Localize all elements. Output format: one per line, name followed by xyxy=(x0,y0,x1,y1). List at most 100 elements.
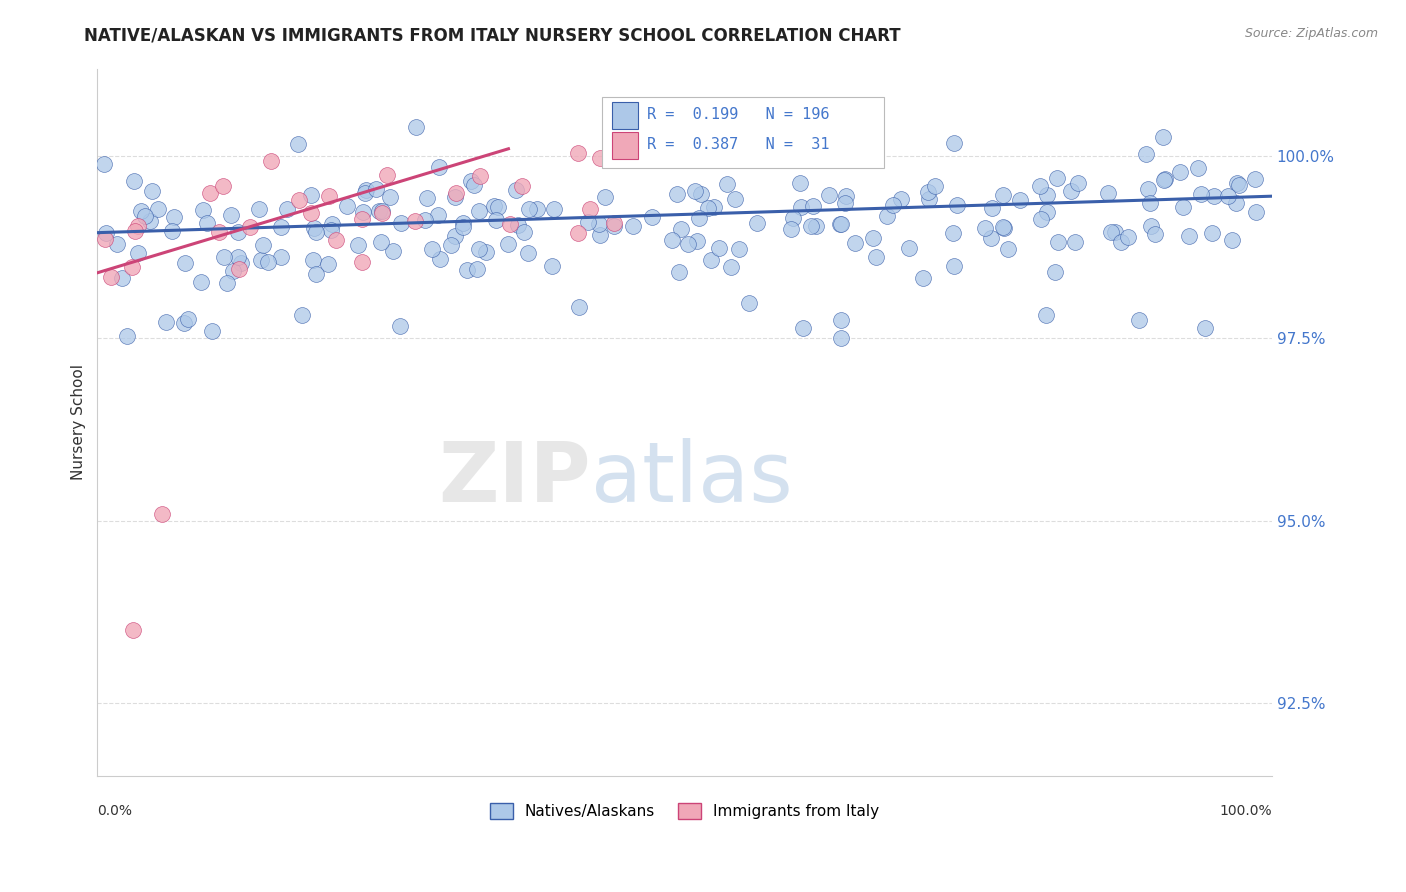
Point xyxy=(484,212,506,227)
Point xyxy=(671,221,693,235)
Point xyxy=(540,259,562,273)
Point xyxy=(316,257,339,271)
Point xyxy=(513,225,536,239)
Point xyxy=(389,217,412,231)
Point xyxy=(416,191,439,205)
Point xyxy=(352,254,374,268)
Point xyxy=(801,199,824,213)
Point xyxy=(1064,235,1087,249)
Point xyxy=(325,233,347,247)
Point xyxy=(828,217,851,231)
Point xyxy=(697,202,720,216)
Point xyxy=(991,188,1014,202)
Point xyxy=(1246,204,1268,219)
Point xyxy=(593,190,616,204)
Point xyxy=(486,200,509,214)
Point xyxy=(173,316,195,330)
Point xyxy=(1140,219,1163,233)
Point xyxy=(782,211,804,225)
Point xyxy=(1201,227,1223,241)
Point xyxy=(890,193,912,207)
Point xyxy=(830,313,852,327)
Point xyxy=(1043,264,1066,278)
Point xyxy=(212,251,235,265)
Point xyxy=(1189,186,1212,201)
Point xyxy=(482,199,505,213)
Point xyxy=(1116,230,1139,244)
Point xyxy=(110,271,132,285)
Point xyxy=(688,211,710,226)
Point xyxy=(250,252,273,267)
Y-axis label: Nursery School: Nursery School xyxy=(72,364,86,481)
Point xyxy=(696,144,718,158)
Point xyxy=(174,255,197,269)
Point xyxy=(568,301,591,315)
Point xyxy=(980,202,1002,216)
Point xyxy=(588,151,610,165)
Point xyxy=(526,202,548,216)
Point xyxy=(389,318,412,333)
Point xyxy=(460,174,482,188)
Point xyxy=(789,200,811,214)
Point xyxy=(997,242,1019,256)
Point xyxy=(1128,313,1150,327)
Point xyxy=(800,219,823,234)
Point xyxy=(350,212,373,227)
Point xyxy=(621,219,644,233)
Point xyxy=(354,183,377,197)
Point xyxy=(862,231,884,245)
Text: R =  0.387   N =  31: R = 0.387 N = 31 xyxy=(647,137,830,153)
Point xyxy=(100,270,122,285)
Point xyxy=(291,308,314,322)
Point xyxy=(1104,225,1126,239)
Point xyxy=(603,216,626,230)
Point xyxy=(1173,200,1195,214)
Point xyxy=(508,218,530,232)
Point xyxy=(465,261,488,276)
Point xyxy=(129,203,152,218)
Point xyxy=(1067,176,1090,190)
Point xyxy=(190,275,212,289)
Text: R =  0.199   N = 196: R = 0.199 N = 196 xyxy=(647,107,830,122)
Point xyxy=(882,197,904,211)
Point xyxy=(728,242,751,256)
Point xyxy=(226,225,249,239)
Point xyxy=(1154,171,1177,186)
Point xyxy=(516,246,538,260)
Point xyxy=(304,221,326,235)
Point xyxy=(1153,173,1175,187)
Point xyxy=(496,236,519,251)
Point xyxy=(818,188,841,202)
Point xyxy=(792,321,814,335)
Point xyxy=(1194,320,1216,334)
Point xyxy=(354,186,377,201)
Point xyxy=(305,267,328,281)
Point xyxy=(865,250,887,264)
Point xyxy=(700,253,723,268)
Point xyxy=(124,224,146,238)
Point xyxy=(942,226,965,240)
Point xyxy=(226,250,249,264)
Point xyxy=(1028,178,1050,193)
Text: NATIVE/ALASKAN VS IMMIGRANTS FROM ITALY NURSERY SCHOOL CORRELATION CHART: NATIVE/ALASKAN VS IMMIGRANTS FROM ITALY … xyxy=(84,27,901,45)
Point xyxy=(405,120,427,134)
Point xyxy=(690,187,713,202)
Point xyxy=(980,231,1002,245)
Point xyxy=(219,208,242,222)
Point xyxy=(134,209,156,223)
Point xyxy=(163,210,186,224)
Point xyxy=(1143,227,1166,241)
Point xyxy=(993,220,1015,235)
Point xyxy=(352,205,374,219)
Point xyxy=(1047,235,1070,250)
Point xyxy=(1060,184,1083,198)
Point xyxy=(835,189,858,203)
Point xyxy=(505,183,527,197)
Point xyxy=(177,312,200,326)
Point xyxy=(371,205,394,219)
Point xyxy=(468,204,491,219)
Point xyxy=(576,215,599,229)
Point xyxy=(1036,187,1059,202)
Point xyxy=(420,242,443,256)
Point xyxy=(366,182,388,196)
